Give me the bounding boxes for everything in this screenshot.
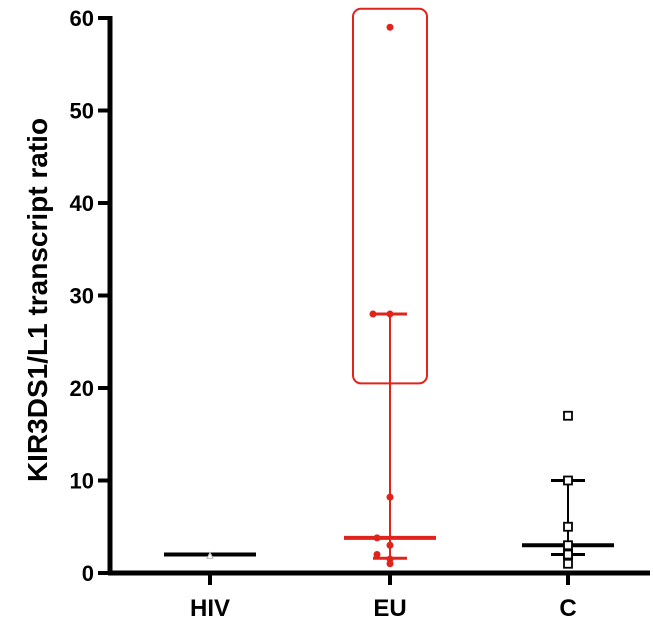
- data-point: [373, 534, 381, 542]
- data-point: [563, 549, 573, 560]
- data-point: [563, 410, 573, 421]
- y-tick-label: 50: [70, 99, 94, 124]
- data-point: [563, 558, 573, 569]
- data-point: [206, 551, 214, 559]
- data-point: [563, 475, 573, 486]
- x-axis: HIV EU C: [108, 570, 650, 618]
- y-tick-label: 40: [70, 191, 94, 216]
- data-point: [386, 310, 394, 318]
- y-tick-label: 10: [70, 469, 94, 494]
- data-groups: [164, 23, 614, 569]
- data-point: [369, 310, 377, 318]
- group-eu: [344, 23, 436, 568]
- y-tick-label: 30: [70, 284, 94, 309]
- data-point: [373, 551, 381, 558]
- y-tick-label: 60: [70, 6, 94, 31]
- data-point: [386, 560, 394, 568]
- group-c: [522, 410, 614, 569]
- data-point: [386, 23, 394, 31]
- group-hiv: [164, 551, 256, 559]
- y-tick-label: 20: [70, 376, 94, 401]
- data-point: [563, 521, 573, 532]
- data-point: [386, 541, 394, 549]
- y-axis: 0 10 20 30 40 50 60: [70, 6, 113, 586]
- data-point: [563, 540, 573, 551]
- x-tick-label: EU: [373, 595, 406, 618]
- y-axis-title: KIR3DS1/L1 transcript ratio: [22, 118, 53, 482]
- x-tick-label: HIV: [190, 595, 230, 618]
- y-tick-label: 0: [82, 561, 94, 586]
- data-point: [386, 493, 394, 501]
- x-tick-label: C: [559, 595, 576, 618]
